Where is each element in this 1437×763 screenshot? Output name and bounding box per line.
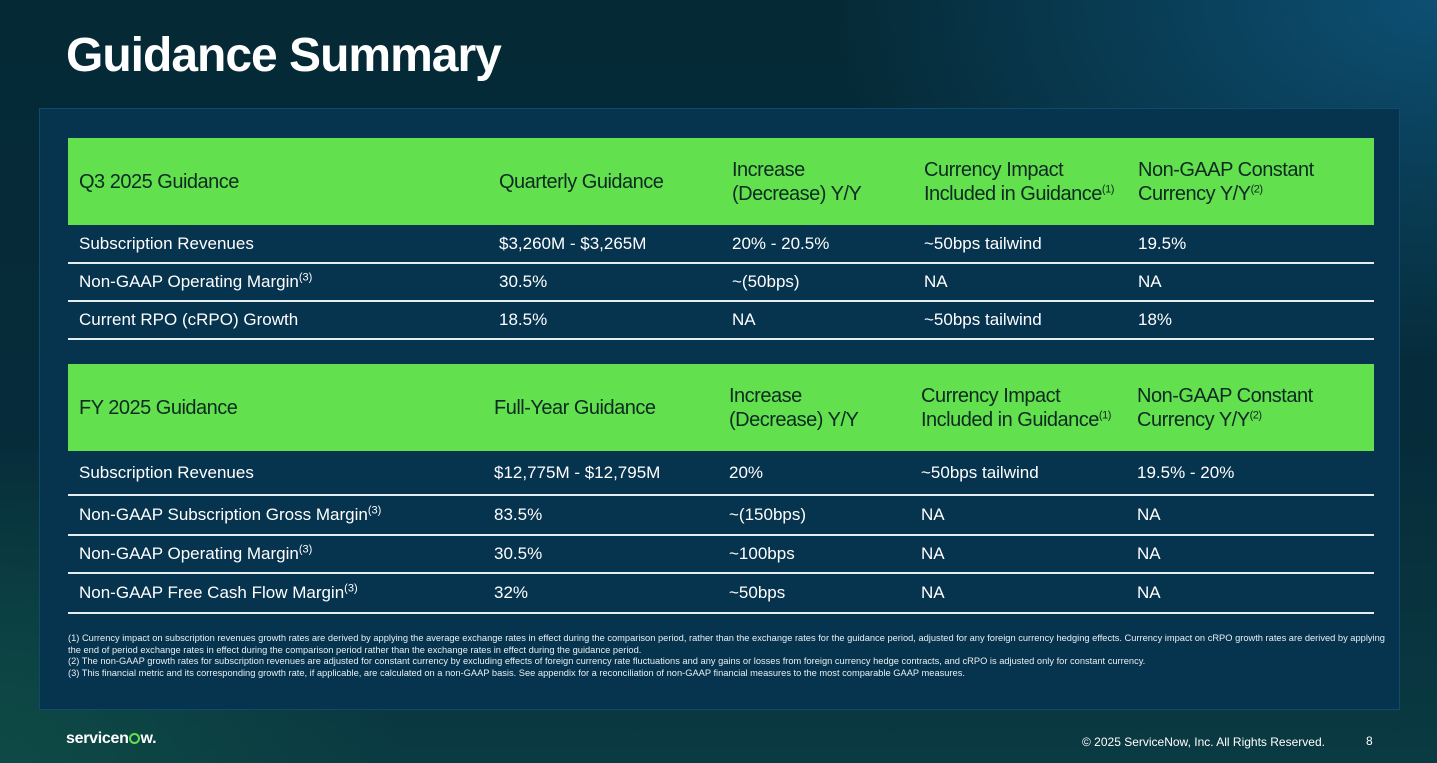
cell-guidance: $3,260M - $3,265M [488, 225, 721, 264]
table-row: Current RPO (cRPO) Growth 18.5% NA ~50bp… [68, 301, 1374, 340]
q3-header-guidance: Quarterly Guidance [488, 138, 721, 225]
table-row: Subscription Revenues $12,775M - $12,795… [68, 451, 1374, 496]
cell-guidance: 32% [483, 573, 718, 614]
q3-header-increase: Increase (Decrease) Y/Y [721, 138, 913, 225]
fy-header-currency-impact: Currency Impact Included in Guidance(1) [910, 364, 1126, 451]
fy-header-increase: Increase (Decrease) Y/Y [718, 364, 910, 451]
q3-header-section: Q3 2025 Guidance [68, 138, 488, 225]
row-label: Subscription Revenues [68, 225, 488, 264]
fy-header-section: FY 2025 Guidance [68, 364, 483, 451]
fy-guidance-table: FY 2025 Guidance Full-Year Guidance Incr… [68, 364, 1374, 614]
table-row: Non-GAAP Operating Margin(3) 30.5% ~100b… [68, 535, 1374, 574]
cell-constant-currency: NA [1126, 573, 1374, 614]
row-label: Non-GAAP Free Cash Flow Margin(3) [68, 573, 483, 614]
row-label: Non-GAAP Subscription Gross Margin(3) [68, 495, 483, 536]
footnote-3: (3) This financial metric and its corres… [68, 667, 965, 678]
cell-currency-impact: NA [910, 535, 1126, 574]
page-title: Guidance Summary [66, 29, 502, 82]
cell-currency-impact: NA [910, 495, 1126, 536]
q3-header-constant-currency: Non-GAAP Constant Currency Y/Y(2) [1127, 138, 1374, 225]
cell-increase: ~50bps [718, 573, 910, 614]
row-label: Non-GAAP Operating Margin(3) [68, 535, 483, 574]
cell-currency-impact: NA [913, 263, 1127, 302]
footnote-1: (1) Currency impact on subscription reve… [68, 633, 1385, 655]
cell-increase: 20% [718, 451, 910, 496]
cell-constant-currency: 19.5% - 20% [1126, 451, 1374, 496]
fy-header-constant-currency: Non-GAAP Constant Currency Y/Y(2) [1126, 364, 1374, 451]
cell-currency-impact: ~50bps tailwind [913, 301, 1127, 340]
table-row: Non-GAAP Operating Margin(3) 30.5% ~(50b… [68, 263, 1374, 302]
cell-constant-currency: 18% [1127, 301, 1374, 340]
fy-header-row: FY 2025 Guidance Full-Year Guidance Incr… [68, 364, 1374, 451]
cell-constant-currency: NA [1126, 535, 1374, 574]
cell-constant-currency: NA [1126, 495, 1374, 536]
fy-header-guidance: Full-Year Guidance [483, 364, 718, 451]
table-row: Non-GAAP Free Cash Flow Margin(3) 32% ~5… [68, 573, 1374, 614]
table-row: Subscription Revenues $3,260M - $3,265M … [68, 225, 1374, 264]
cell-currency-impact: NA [910, 573, 1126, 614]
cell-constant-currency: 19.5% [1127, 225, 1374, 264]
cell-currency-impact: ~50bps tailwind [913, 225, 1127, 264]
cell-increase: ~(50bps) [721, 263, 913, 302]
cell-guidance: 30.5% [483, 535, 718, 574]
q3-header-row: Q3 2025 Guidance Quarterly Guidance Incr… [68, 138, 1374, 225]
cell-guidance: 18.5% [488, 301, 721, 340]
cell-increase: NA [721, 301, 913, 340]
q3-guidance-table: Q3 2025 Guidance Quarterly Guidance Incr… [68, 138, 1374, 340]
logo-ring-icon [129, 733, 141, 744]
row-label: Current RPO (cRPO) Growth [68, 301, 488, 340]
table-row: Non-GAAP Subscription Gross Margin(3) 83… [68, 495, 1374, 536]
cell-increase: ~100bps [718, 535, 910, 574]
cell-guidance: $12,775M - $12,795M [483, 451, 718, 496]
q3-header-currency-impact: Currency Impact Included in Guidance(1) [913, 138, 1127, 225]
copyright-text: © 2025 ServiceNow, Inc. All Rights Reser… [1082, 735, 1325, 749]
servicenow-logo: servicen w. [66, 730, 157, 747]
row-label: Subscription Revenues [68, 451, 483, 496]
footnote-2: (2) The non-GAAP growth rates for subscr… [68, 656, 1146, 667]
cell-guidance: 30.5% [488, 263, 721, 302]
row-label: Non-GAAP Operating Margin(3) [68, 263, 488, 302]
footnotes: (1) Currency impact on subscription reve… [68, 633, 1398, 679]
cell-guidance: 83.5% [483, 495, 718, 536]
cell-constant-currency: NA [1127, 263, 1374, 302]
cell-increase: 20% - 20.5% [721, 225, 913, 264]
page-number: 8 [1366, 734, 1373, 748]
cell-currency-impact: ~50bps tailwind [910, 451, 1126, 496]
cell-increase: ~(150bps) [718, 495, 910, 536]
